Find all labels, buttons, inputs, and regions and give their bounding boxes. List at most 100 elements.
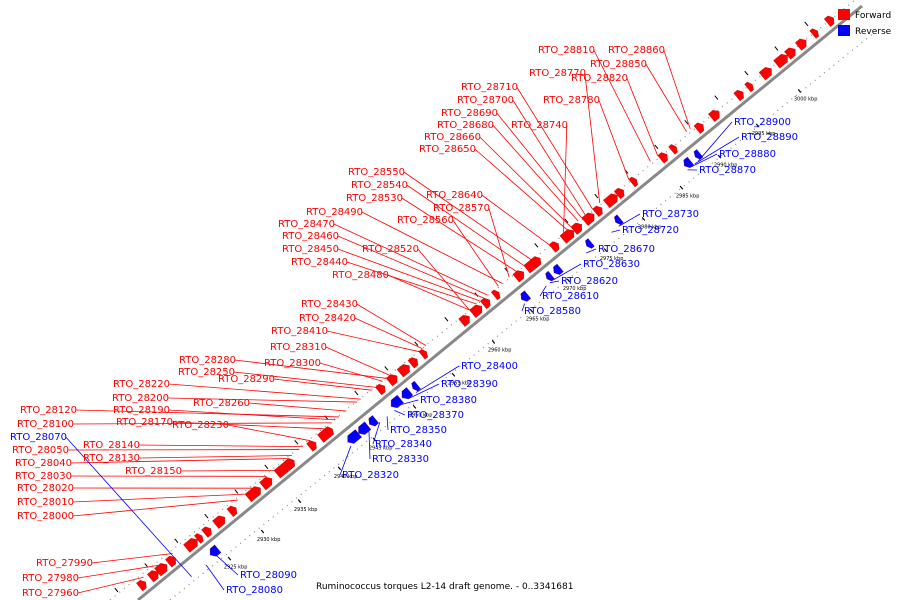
forward-gene-label: RTO_28550 xyxy=(348,167,405,178)
reverse-gene-label: RTO_28380 xyxy=(420,395,477,406)
reverse-leader xyxy=(694,136,740,165)
forward-gene xyxy=(244,486,261,503)
scale-tick-label: 2985 kbp xyxy=(676,193,700,199)
forward-gene-label: RTO_28020 xyxy=(17,483,74,494)
forward-leader xyxy=(171,421,325,430)
forward-gene-label: RTO_28470 xyxy=(278,219,335,230)
forward-gene xyxy=(375,384,386,396)
minor-tick xyxy=(654,144,659,150)
forward-gene xyxy=(530,256,542,268)
forward-leader xyxy=(563,124,568,233)
reverse-leader xyxy=(386,416,389,431)
minor-tick xyxy=(804,21,809,27)
forward-gene-label: RTO_28710 xyxy=(461,82,518,93)
forward-gene-label: RTO_28560 xyxy=(397,215,454,226)
reverse-leader xyxy=(394,410,406,416)
forward-leader xyxy=(91,553,173,564)
forward-leader xyxy=(387,274,470,311)
scale-tick-label: 3000 kbp xyxy=(794,97,818,103)
reverse-gene-label: RTO_28390 xyxy=(441,379,498,390)
forward-gene xyxy=(784,47,796,60)
legend: Forward Reverse xyxy=(838,9,892,37)
reverse-gene-label: RTO_28880 xyxy=(719,149,776,160)
forward-gene xyxy=(823,15,835,27)
forward-gene-label: RTO_28860 xyxy=(608,45,665,56)
reverse-leader xyxy=(521,303,526,312)
forward-gene-label: RTO_28680 xyxy=(437,120,494,131)
forward-gene-label: RTO_28280 xyxy=(179,355,236,366)
reverse-leader xyxy=(205,564,225,591)
forward-leader xyxy=(492,124,579,222)
forward-gene-label: RTO_28820 xyxy=(571,73,628,84)
forward-gene-label: RTO_28480 xyxy=(332,270,389,281)
legend-forward-swatch xyxy=(838,9,850,20)
genome-backbone xyxy=(137,4,863,600)
forward-leader xyxy=(70,458,289,464)
forward-gene xyxy=(548,241,560,253)
forward-leader xyxy=(598,99,630,180)
forward-leader xyxy=(273,378,372,391)
reverse-gene xyxy=(358,421,372,435)
forward-gene xyxy=(628,176,638,188)
reverse-gene xyxy=(545,270,555,282)
forward-leader xyxy=(663,49,691,129)
forward-gene-label: RTO_28520 xyxy=(362,244,419,255)
forward-gene xyxy=(469,304,483,318)
forward-gene xyxy=(693,122,705,134)
scale-tick xyxy=(491,340,496,344)
forward-leader xyxy=(227,424,311,442)
forward-gene xyxy=(147,570,159,583)
reverse-gene xyxy=(347,429,362,444)
forward-leader xyxy=(77,565,159,579)
reverse-leader xyxy=(372,422,381,445)
forward-gene xyxy=(154,563,168,577)
forward-gene-label: RTO_28540 xyxy=(351,180,408,191)
forward-gene-label: RTO_28660 xyxy=(424,132,481,143)
reverse-gene-label: RTO_28370 xyxy=(407,410,464,421)
forward-gene xyxy=(259,477,273,491)
reverse-gene-label: RTO_28580 xyxy=(524,306,581,317)
forward-leader xyxy=(233,371,376,388)
forward-gene xyxy=(668,144,678,155)
reverse-leader xyxy=(65,436,192,577)
scale-tick xyxy=(797,88,802,93)
forward-gene-label: RTO_28040 xyxy=(15,458,72,469)
reverse-gene xyxy=(401,387,414,400)
forward-leader xyxy=(406,184,524,266)
reverse-gene xyxy=(411,380,421,392)
forward-leader xyxy=(167,397,358,403)
reverse-leader xyxy=(698,121,733,162)
forward-leader xyxy=(319,362,383,382)
forward-gene-label: RTO_28700 xyxy=(457,95,514,106)
forward-gene xyxy=(480,297,491,310)
scale-tick xyxy=(297,499,302,504)
reverse-gene-label: RTO_28870 xyxy=(699,165,756,176)
reverse-leader xyxy=(368,431,371,460)
minor-tick xyxy=(714,95,719,100)
reverse-gene-label: RTO_28070 xyxy=(10,432,67,443)
forward-leader xyxy=(474,148,568,231)
reverse-leader xyxy=(216,555,239,576)
scale-tick-label: 2965 kbp xyxy=(526,317,550,323)
forward-leader xyxy=(138,444,303,448)
forward-gene-label: RTO_28290 xyxy=(218,374,275,385)
forward-gene-label: RTO_28650 xyxy=(419,144,476,155)
forward-gene-label: RTO_28440 xyxy=(291,257,348,268)
scale-tick-label: 2925 kbp xyxy=(224,564,248,570)
forward-gene xyxy=(183,538,198,553)
minor-tick xyxy=(684,120,689,125)
forward-leader xyxy=(584,72,601,204)
minor-tick xyxy=(744,70,749,76)
forward-gene xyxy=(794,38,807,51)
forward-leader xyxy=(593,49,651,162)
forward-gene xyxy=(458,314,470,327)
minor-tick xyxy=(294,440,299,445)
forward-gene-label: RTO_27990 xyxy=(36,558,93,569)
legend-reverse-label: Reverse xyxy=(855,27,892,37)
reverse-leader xyxy=(611,229,621,233)
reverse-gene xyxy=(693,149,704,160)
forward-gene-label: RTO_28200 xyxy=(112,393,169,404)
forward-gene xyxy=(559,229,575,244)
minor-tick xyxy=(234,489,239,494)
scale-tick xyxy=(717,154,722,159)
